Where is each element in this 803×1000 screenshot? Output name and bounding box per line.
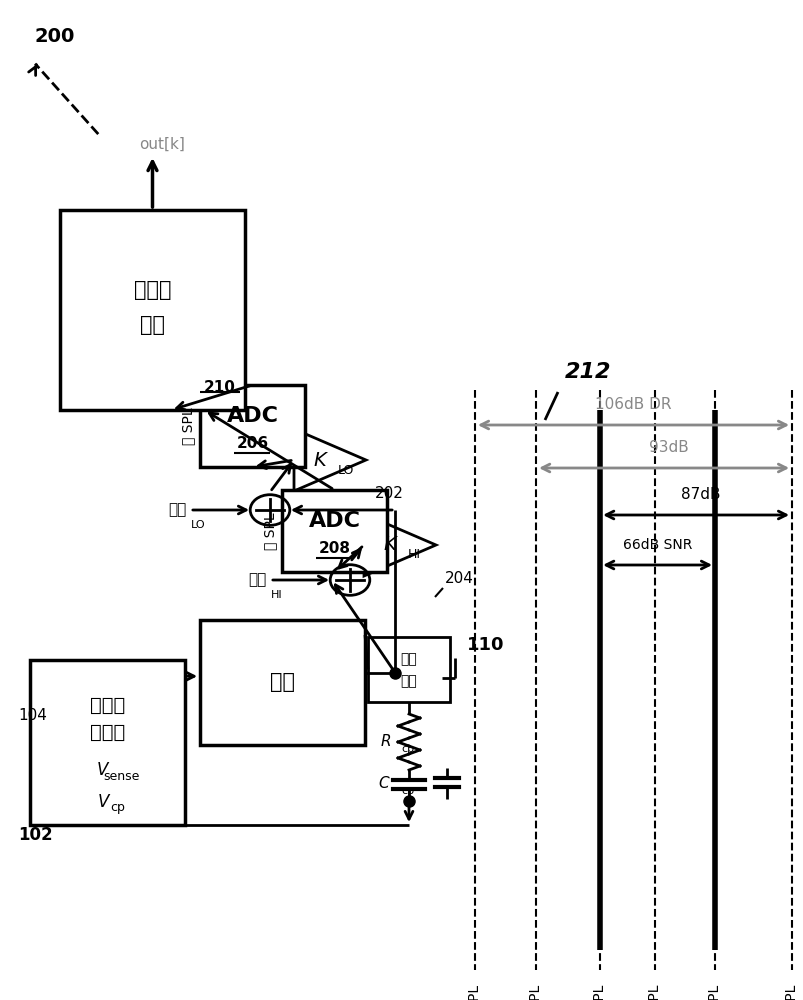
Text: V: V bbox=[96, 761, 108, 779]
Bar bbox=[30, 660, 185, 825]
Text: K: K bbox=[383, 536, 396, 554]
Text: 210: 210 bbox=[204, 380, 235, 395]
Text: 电源: 电源 bbox=[400, 674, 417, 688]
Text: sense: sense bbox=[103, 770, 140, 784]
Bar bbox=[200, 385, 304, 467]
Text: 前端: 前端 bbox=[270, 672, 295, 692]
Text: 42dB SPL: 42dB SPL bbox=[707, 985, 721, 1000]
Bar bbox=[368, 637, 450, 702]
Text: 传感器: 传感器 bbox=[90, 722, 125, 742]
Text: 135dB SPL: 135dB SPL bbox=[467, 985, 482, 1000]
Text: 202: 202 bbox=[374, 486, 403, 501]
Text: ADC: ADC bbox=[226, 406, 278, 426]
Text: LO: LO bbox=[337, 464, 354, 477]
Text: ADC: ADC bbox=[308, 511, 360, 531]
Text: 低 SPL: 低 SPL bbox=[181, 407, 195, 445]
Text: cp: cp bbox=[401, 786, 414, 796]
Text: 204: 204 bbox=[444, 571, 473, 586]
Text: out[k]: out[k] bbox=[140, 137, 185, 152]
Text: 206: 206 bbox=[236, 436, 268, 451]
Text: 28dB SPL: 28dB SPL bbox=[784, 985, 798, 1000]
Text: 200: 200 bbox=[35, 27, 75, 46]
Text: 两路径: 两路径 bbox=[133, 280, 171, 300]
Text: 噪声: 噪声 bbox=[248, 572, 267, 587]
Text: 组合: 组合 bbox=[140, 315, 165, 335]
Text: 93dB: 93dB bbox=[648, 440, 688, 455]
Text: 102: 102 bbox=[18, 826, 52, 844]
Text: 噪声: 噪声 bbox=[169, 502, 187, 518]
Text: 212: 212 bbox=[565, 362, 611, 382]
Text: cp: cp bbox=[401, 744, 414, 754]
Text: HI: HI bbox=[271, 590, 283, 600]
Text: HI: HI bbox=[407, 548, 421, 562]
Text: 87dB: 87dB bbox=[680, 487, 720, 502]
Text: 电荷: 电荷 bbox=[400, 652, 417, 666]
Text: 110: 110 bbox=[467, 636, 503, 654]
Bar bbox=[200, 620, 365, 745]
Text: K: K bbox=[313, 450, 326, 470]
Text: 94dB SPL: 94dB SPL bbox=[593, 985, 606, 1000]
Text: C: C bbox=[378, 776, 389, 792]
Bar bbox=[282, 490, 386, 572]
Text: 高 SPL: 高 SPL bbox=[263, 512, 277, 550]
Text: 麦克风: 麦克风 bbox=[90, 696, 125, 714]
Text: 66dB SNR: 66dB SNR bbox=[622, 538, 691, 552]
Text: 66dB SPL: 66dB SPL bbox=[647, 985, 661, 1000]
Text: V: V bbox=[98, 793, 109, 811]
Text: 115dB SPL: 115dB SPL bbox=[528, 985, 543, 1000]
Text: 104: 104 bbox=[18, 708, 47, 723]
Text: R: R bbox=[380, 734, 390, 750]
Text: cp: cp bbox=[110, 802, 124, 814]
Text: LO: LO bbox=[191, 520, 206, 530]
Text: 106dB DR: 106dB DR bbox=[594, 397, 671, 412]
Text: 208: 208 bbox=[318, 541, 350, 556]
Bar bbox=[60, 210, 245, 410]
